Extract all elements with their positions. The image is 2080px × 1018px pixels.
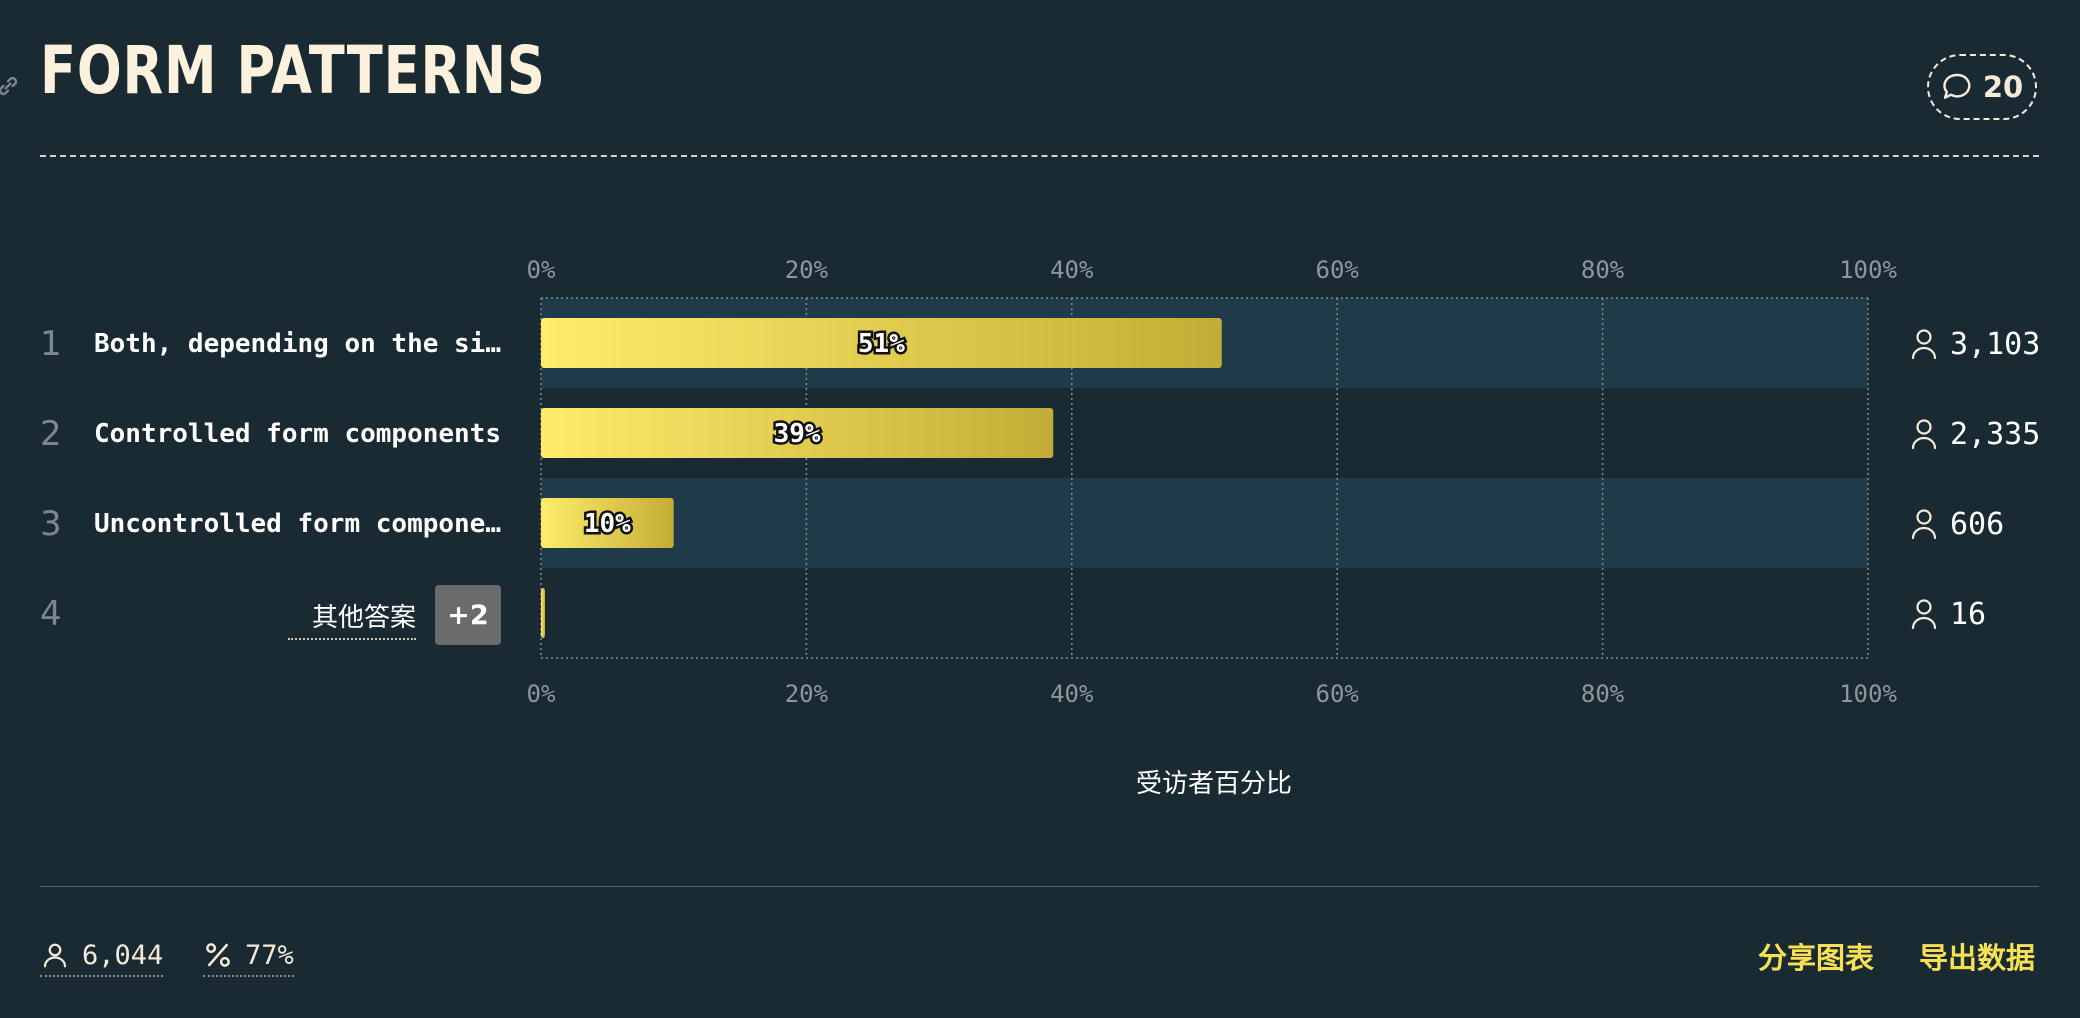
x-tick-label-bottom: 20% [785,680,829,708]
user-icon [1911,599,1937,630]
rank-number: 4 [40,594,62,634]
respondents-stat[interactable]: 6,044 [40,935,164,977]
link-icon[interactable] [0,72,22,100]
bar [541,588,545,638]
x-tick-label-top: 20% [785,256,829,284]
respondent-count: 606 [1950,507,2004,542]
rank-number: 3 [40,504,62,544]
header-divider [40,155,2039,157]
other-answers-link[interactable]: 其他答案 [288,597,416,640]
x-tick-label-top: 40% [1050,256,1094,284]
bar-value-label: 51% [858,329,905,359]
respondents-count: 6,044 [82,939,164,971]
completion-stat[interactable]: 77% [203,935,294,977]
bar [541,318,1222,368]
bar-value-label: 10% [584,509,631,539]
more-answers-badge[interactable]: +2 [435,585,501,645]
x-tick-label-top: 100% [1839,256,1897,284]
x-tick-label-bottom: 100% [1839,680,1897,708]
export-data-link[interactable]: 导出数据 [1919,941,2036,975]
x-tick-label-top: 0% [527,256,556,284]
user-icon [1911,509,1937,540]
comment-count: 20 [1982,70,2024,104]
x-axis-title: 受访者百分比 [1136,769,1292,799]
x-tick-label-bottom: 60% [1316,680,1360,708]
user-icon [1911,329,1937,360]
percent-icon [206,943,230,967]
respondent-count: 2,335 [1950,417,2040,452]
user-icon [43,943,67,968]
bar [541,498,674,548]
completion-value: 77% [245,939,294,971]
comments-button[interactable]: 20 [1927,54,2037,120]
share-chart-link[interactable]: 分享图表 [1758,941,1875,975]
footer-divider [40,886,2039,887]
bar [541,408,1054,458]
category-label: Controlled form components [94,419,501,449]
comment-icon [1943,73,1971,99]
rank-number: 2 [40,414,62,454]
x-tick-label-top: 60% [1316,256,1360,284]
user-icon [1911,419,1937,450]
x-tick-label-bottom: 40% [1050,680,1094,708]
bar-value-label: 39% [774,419,821,449]
x-tick-label-bottom: 80% [1581,680,1625,708]
page-title: FORM PATTERNS [40,32,546,109]
row-band [541,478,1868,568]
x-tick-label-bottom: 0% [527,680,556,708]
category-label: Both, depending on the si… [94,329,501,359]
respondent-count: 16 [1950,597,1986,632]
respondent-count: 3,103 [1950,327,2040,362]
x-tick-label-top: 80% [1581,256,1625,284]
rank-number: 1 [40,324,62,364]
category-label: Uncontrolled form compone… [94,509,501,539]
